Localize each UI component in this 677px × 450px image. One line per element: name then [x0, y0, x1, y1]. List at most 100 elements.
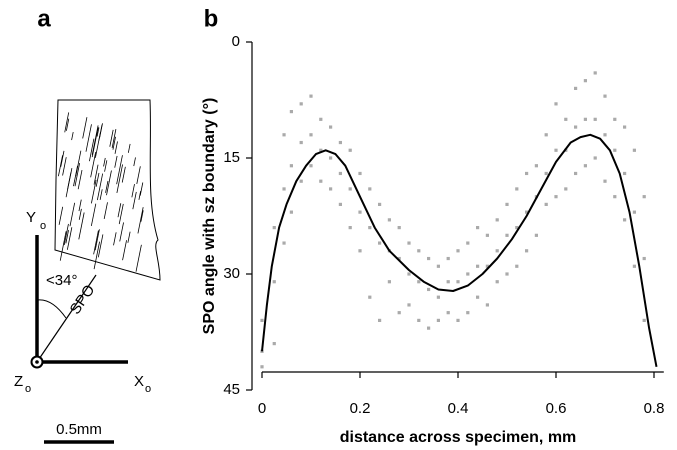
data-point	[319, 148, 323, 152]
data-point	[476, 295, 480, 299]
data-point	[534, 233, 538, 237]
data-point	[329, 125, 333, 129]
data-point	[358, 249, 362, 253]
fit-line	[261, 133, 658, 367]
hatch-line	[127, 231, 131, 243]
data-point	[632, 210, 636, 214]
data-point	[466, 272, 470, 276]
data-point	[299, 140, 303, 145]
data-point	[436, 264, 440, 268]
data-point	[515, 264, 519, 268]
data-point	[329, 156, 333, 160]
hatch-line	[119, 222, 124, 242]
hatch-line	[77, 169, 83, 190]
y-tick-label: 30	[223, 265, 240, 282]
data-point	[282, 133, 286, 137]
data-point	[632, 148, 636, 152]
panel-b: b SPO angle with sz boundary (°) distanc…	[201, 5, 664, 446]
data-point	[525, 249, 529, 253]
hatch-line	[58, 206, 64, 225]
data-point	[348, 226, 352, 230]
hatch-line	[138, 190, 142, 200]
z-axis-dot	[35, 360, 39, 364]
data-point	[515, 187, 519, 191]
hatch-line	[91, 179, 97, 204]
data-point	[319, 179, 323, 183]
x-tick-label: 0.4	[448, 400, 469, 417]
data-point	[368, 295, 372, 299]
data-point	[495, 280, 499, 284]
data-point	[564, 187, 568, 191]
data-point	[358, 171, 362, 176]
data-point	[515, 226, 519, 230]
data-point	[397, 256, 401, 261]
hatch-line	[114, 141, 118, 154]
hatch-line	[74, 163, 81, 187]
hatch-line	[69, 202, 76, 227]
data-point	[436, 295, 440, 299]
angle-label: <34°	[46, 272, 77, 289]
hatch-line	[82, 117, 88, 139]
hatch-line	[133, 157, 136, 167]
hatch-line	[109, 129, 114, 147]
panel-label: a	[37, 5, 51, 32]
hatch-line	[131, 184, 135, 198]
data-point	[289, 164, 293, 168]
x-tick-label: 0.2	[350, 400, 371, 417]
data-point	[466, 311, 470, 315]
data-point	[299, 179, 303, 183]
axis-label: Z	[14, 373, 23, 390]
data-point	[574, 86, 578, 90]
hatch-line	[94, 229, 100, 251]
hatch-line	[99, 189, 103, 200]
data-point	[623, 125, 627, 129]
data-point	[593, 71, 597, 75]
hatch-line	[136, 166, 141, 185]
angle-arc	[36, 299, 67, 319]
x-tick-label: 0.6	[546, 400, 567, 417]
panel-label: b	[204, 5, 219, 32]
data-point	[456, 280, 460, 284]
data-point	[427, 287, 431, 292]
data-point	[272, 226, 276, 230]
hatch-line	[96, 127, 100, 137]
data-point	[427, 256, 431, 261]
hatch-line	[91, 125, 99, 155]
hatch-line	[104, 160, 108, 172]
hatch-line	[58, 155, 63, 177]
hatch-line	[67, 172, 72, 190]
hatch-line	[135, 244, 142, 272]
hatch-line	[112, 136, 116, 150]
data-point	[583, 164, 587, 168]
hatch-line	[106, 170, 112, 196]
data-point	[642, 318, 646, 322]
data-point	[446, 311, 450, 315]
data-point	[368, 226, 372, 230]
hatch-line	[93, 164, 99, 185]
data-point	[564, 117, 568, 121]
data-point	[368, 187, 372, 191]
axis-label: Y	[26, 209, 36, 226]
hatch-line	[97, 234, 104, 258]
hatch-line	[116, 164, 123, 193]
data-point	[260, 318, 264, 322]
panel-a: a Y o <34° SPO Z o X o 0.5mm	[14, 5, 161, 444]
data-point	[289, 210, 293, 214]
hatch-line	[105, 180, 109, 193]
hatch-line	[98, 124, 103, 141]
scale-label: 0.5mm	[56, 421, 102, 438]
data-point	[329, 187, 333, 191]
hatch-line	[103, 202, 108, 219]
hatch-line	[95, 172, 100, 187]
hatch-line	[93, 230, 99, 255]
hatch-line	[139, 182, 144, 196]
hatch-line	[64, 112, 70, 133]
data-point	[603, 179, 607, 183]
data-point	[485, 303, 489, 307]
data-point	[417, 280, 421, 284]
hatch-line	[78, 212, 85, 240]
data-point	[309, 94, 313, 98]
hatch-line	[111, 129, 117, 149]
data-point	[378, 241, 382, 245]
